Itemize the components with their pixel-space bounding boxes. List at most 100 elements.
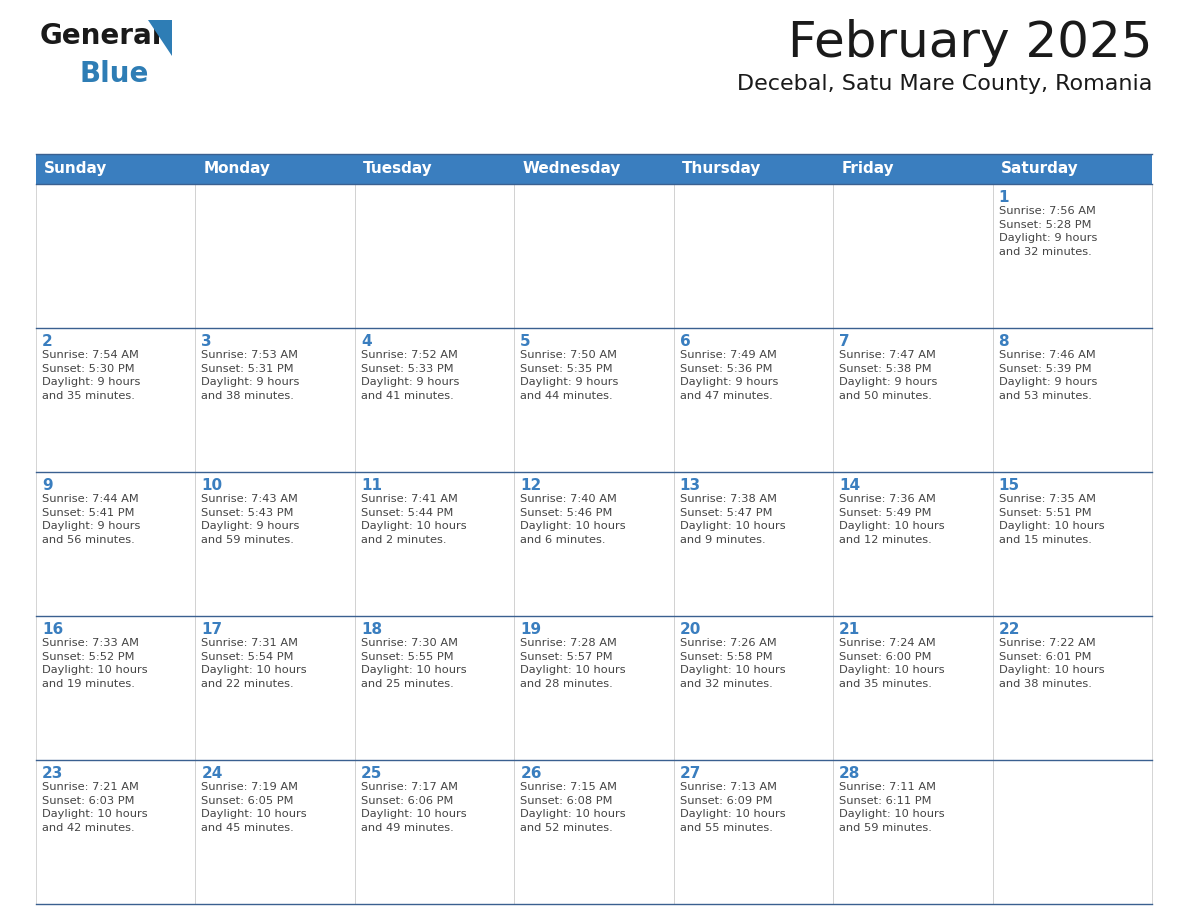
Text: Sunrise: 7:13 AM
Sunset: 6:09 PM
Daylight: 10 hours
and 55 minutes.: Sunrise: 7:13 AM Sunset: 6:09 PM Dayligh…: [680, 782, 785, 833]
Text: 10: 10: [202, 478, 222, 493]
Text: Wednesday: Wednesday: [523, 162, 620, 176]
Text: 8: 8: [999, 334, 1009, 349]
Bar: [833, 154, 992, 184]
Bar: [196, 154, 355, 184]
Bar: [674, 154, 833, 184]
Bar: [36, 328, 196, 472]
Text: 14: 14: [839, 478, 860, 493]
Text: Sunrise: 7:31 AM
Sunset: 5:54 PM
Daylight: 10 hours
and 22 minutes.: Sunrise: 7:31 AM Sunset: 5:54 PM Dayligh…: [202, 638, 307, 688]
Text: 26: 26: [520, 766, 542, 781]
Bar: [355, 328, 514, 472]
Text: 19: 19: [520, 622, 542, 637]
Text: 12: 12: [520, 478, 542, 493]
Text: 1: 1: [999, 190, 1009, 205]
Text: Sunrise: 7:36 AM
Sunset: 5:49 PM
Daylight: 10 hours
and 12 minutes.: Sunrise: 7:36 AM Sunset: 5:49 PM Dayligh…: [839, 494, 944, 544]
Text: Sunrise: 7:24 AM
Sunset: 6:00 PM
Daylight: 10 hours
and 35 minutes.: Sunrise: 7:24 AM Sunset: 6:00 PM Dayligh…: [839, 638, 944, 688]
Text: Sunrise: 7:41 AM
Sunset: 5:44 PM
Daylight: 10 hours
and 2 minutes.: Sunrise: 7:41 AM Sunset: 5:44 PM Dayligh…: [361, 494, 467, 544]
Bar: [514, 472, 674, 616]
Text: Sunrise: 7:43 AM
Sunset: 5:43 PM
Daylight: 9 hours
and 59 minutes.: Sunrise: 7:43 AM Sunset: 5:43 PM Dayligh…: [202, 494, 299, 544]
Bar: [36, 616, 196, 760]
Text: Sunrise: 7:11 AM
Sunset: 6:11 PM
Daylight: 10 hours
and 59 minutes.: Sunrise: 7:11 AM Sunset: 6:11 PM Dayligh…: [839, 782, 944, 833]
Bar: [196, 472, 355, 616]
Text: 27: 27: [680, 766, 701, 781]
Text: Thursday: Thursday: [682, 162, 762, 176]
Bar: [355, 184, 514, 328]
Bar: [514, 616, 674, 760]
Text: Sunrise: 7:26 AM
Sunset: 5:58 PM
Daylight: 10 hours
and 32 minutes.: Sunrise: 7:26 AM Sunset: 5:58 PM Dayligh…: [680, 638, 785, 688]
Bar: [36, 472, 196, 616]
Text: Sunrise: 7:46 AM
Sunset: 5:39 PM
Daylight: 9 hours
and 53 minutes.: Sunrise: 7:46 AM Sunset: 5:39 PM Dayligh…: [999, 350, 1097, 401]
Text: Sunrise: 7:19 AM
Sunset: 6:05 PM
Daylight: 10 hours
and 45 minutes.: Sunrise: 7:19 AM Sunset: 6:05 PM Dayligh…: [202, 782, 307, 833]
Bar: [196, 760, 355, 904]
Bar: [196, 328, 355, 472]
Text: 9: 9: [42, 478, 52, 493]
Text: 17: 17: [202, 622, 222, 637]
Bar: [196, 616, 355, 760]
Text: Sunrise: 7:50 AM
Sunset: 5:35 PM
Daylight: 9 hours
and 44 minutes.: Sunrise: 7:50 AM Sunset: 5:35 PM Dayligh…: [520, 350, 619, 401]
Text: Sunrise: 7:21 AM
Sunset: 6:03 PM
Daylight: 10 hours
and 42 minutes.: Sunrise: 7:21 AM Sunset: 6:03 PM Dayligh…: [42, 782, 147, 833]
Text: Sunrise: 7:44 AM
Sunset: 5:41 PM
Daylight: 9 hours
and 56 minutes.: Sunrise: 7:44 AM Sunset: 5:41 PM Dayligh…: [42, 494, 140, 544]
Text: Sunrise: 7:53 AM
Sunset: 5:31 PM
Daylight: 9 hours
and 38 minutes.: Sunrise: 7:53 AM Sunset: 5:31 PM Dayligh…: [202, 350, 299, 401]
Text: Tuesday: Tuesday: [362, 162, 432, 176]
Text: 5: 5: [520, 334, 531, 349]
Bar: [833, 328, 992, 472]
Bar: [674, 616, 833, 760]
Bar: [992, 328, 1152, 472]
Text: 24: 24: [202, 766, 223, 781]
Text: General: General: [40, 22, 163, 50]
Bar: [833, 184, 992, 328]
Bar: [514, 328, 674, 472]
Bar: [992, 616, 1152, 760]
Text: Blue: Blue: [80, 60, 150, 88]
Bar: [674, 328, 833, 472]
Text: 2: 2: [42, 334, 52, 349]
Text: Sunrise: 7:30 AM
Sunset: 5:55 PM
Daylight: 10 hours
and 25 minutes.: Sunrise: 7:30 AM Sunset: 5:55 PM Dayligh…: [361, 638, 467, 688]
Bar: [674, 760, 833, 904]
Text: Sunrise: 7:54 AM
Sunset: 5:30 PM
Daylight: 9 hours
and 35 minutes.: Sunrise: 7:54 AM Sunset: 5:30 PM Dayligh…: [42, 350, 140, 401]
Bar: [992, 760, 1152, 904]
Bar: [514, 154, 674, 184]
Text: Sunrise: 7:28 AM
Sunset: 5:57 PM
Daylight: 10 hours
and 28 minutes.: Sunrise: 7:28 AM Sunset: 5:57 PM Dayligh…: [520, 638, 626, 688]
Text: 21: 21: [839, 622, 860, 637]
Text: Sunrise: 7:22 AM
Sunset: 6:01 PM
Daylight: 10 hours
and 38 minutes.: Sunrise: 7:22 AM Sunset: 6:01 PM Dayligh…: [999, 638, 1104, 688]
Text: Sunrise: 7:15 AM
Sunset: 6:08 PM
Daylight: 10 hours
and 52 minutes.: Sunrise: 7:15 AM Sunset: 6:08 PM Dayligh…: [520, 782, 626, 833]
Text: 28: 28: [839, 766, 860, 781]
Text: 18: 18: [361, 622, 383, 637]
Text: 22: 22: [999, 622, 1020, 637]
Bar: [992, 472, 1152, 616]
Text: 3: 3: [202, 334, 211, 349]
Text: Sunrise: 7:33 AM
Sunset: 5:52 PM
Daylight: 10 hours
and 19 minutes.: Sunrise: 7:33 AM Sunset: 5:52 PM Dayligh…: [42, 638, 147, 688]
Bar: [36, 184, 196, 328]
Text: 25: 25: [361, 766, 383, 781]
Text: 16: 16: [42, 622, 63, 637]
Bar: [833, 616, 992, 760]
Text: Decebal, Satu Mare County, Romania: Decebal, Satu Mare County, Romania: [737, 74, 1152, 94]
Bar: [36, 154, 196, 184]
Text: Sunrise: 7:17 AM
Sunset: 6:06 PM
Daylight: 10 hours
and 49 minutes.: Sunrise: 7:17 AM Sunset: 6:06 PM Dayligh…: [361, 782, 467, 833]
Text: 4: 4: [361, 334, 372, 349]
Text: 23: 23: [42, 766, 63, 781]
Text: 20: 20: [680, 622, 701, 637]
Bar: [674, 184, 833, 328]
Text: Sunrise: 7:56 AM
Sunset: 5:28 PM
Daylight: 9 hours
and 32 minutes.: Sunrise: 7:56 AM Sunset: 5:28 PM Dayligh…: [999, 206, 1097, 257]
Bar: [355, 472, 514, 616]
Text: Monday: Monday: [203, 162, 271, 176]
Bar: [36, 760, 196, 904]
Bar: [196, 184, 355, 328]
Text: Sunrise: 7:35 AM
Sunset: 5:51 PM
Daylight: 10 hours
and 15 minutes.: Sunrise: 7:35 AM Sunset: 5:51 PM Dayligh…: [999, 494, 1104, 544]
Text: Sunrise: 7:38 AM
Sunset: 5:47 PM
Daylight: 10 hours
and 9 minutes.: Sunrise: 7:38 AM Sunset: 5:47 PM Dayligh…: [680, 494, 785, 544]
Text: 11: 11: [361, 478, 381, 493]
Bar: [992, 154, 1152, 184]
Text: 6: 6: [680, 334, 690, 349]
Text: Sunday: Sunday: [44, 162, 107, 176]
Text: Sunrise: 7:49 AM
Sunset: 5:36 PM
Daylight: 9 hours
and 47 minutes.: Sunrise: 7:49 AM Sunset: 5:36 PM Dayligh…: [680, 350, 778, 401]
Text: 13: 13: [680, 478, 701, 493]
Bar: [514, 760, 674, 904]
Polygon shape: [148, 20, 172, 56]
Bar: [355, 760, 514, 904]
Text: Friday: Friday: [841, 162, 893, 176]
Bar: [355, 616, 514, 760]
Bar: [514, 184, 674, 328]
Text: 7: 7: [839, 334, 849, 349]
Text: 15: 15: [999, 478, 1019, 493]
